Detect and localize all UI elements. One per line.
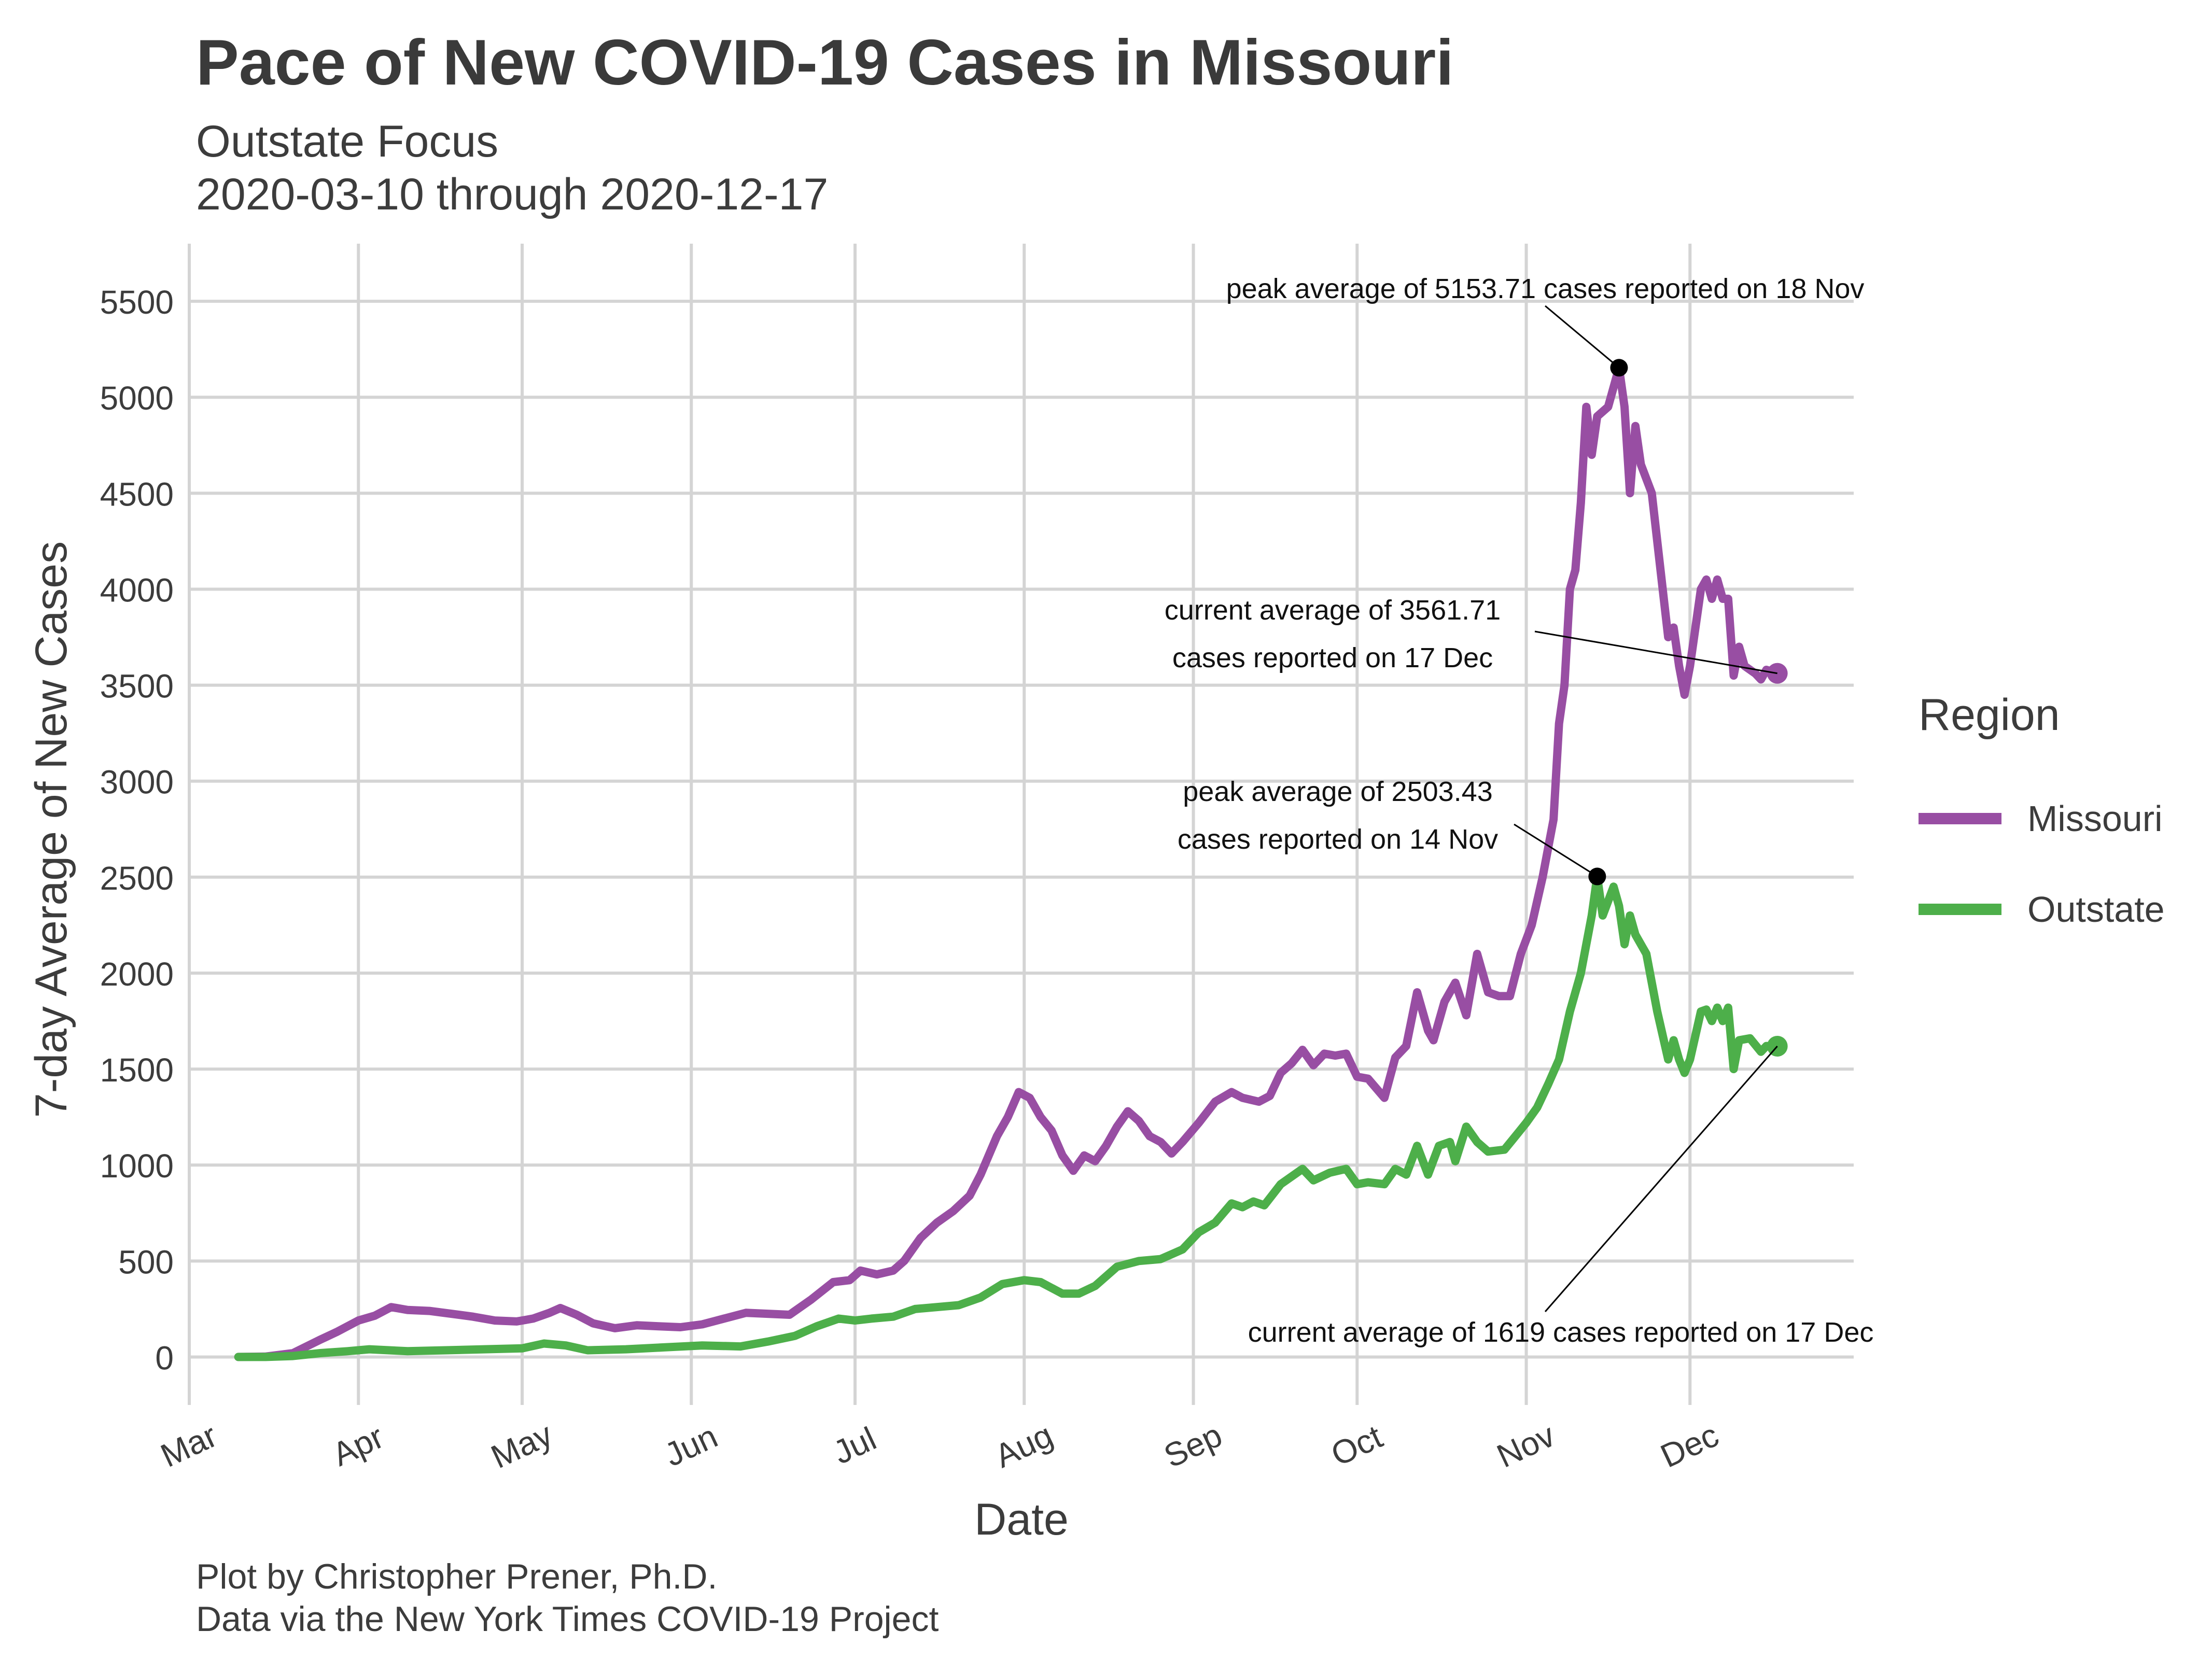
legend: Region Missouri Outstate <box>1919 690 2165 969</box>
subtitle-line-2: 2020-03-10 through 2020-12-17 <box>196 170 829 219</box>
y-tick-label-3500: 3500 <box>100 668 174 705</box>
subtitle-line-1: Outstate Focus <box>196 117 499 166</box>
annotation-leader-2 <box>1534 630 1777 674</box>
annotation-label-3-line-2: cases reported on 14 Nov <box>1178 824 1498 855</box>
x-axis-title: Date <box>974 1495 1069 1544</box>
legend-label-missouri: Missouri <box>2027 798 2163 839</box>
annotation-label-2-line-2: cases reported on 17 Dec <box>1172 642 1493 673</box>
y-tick-label-5500: 5500 <box>100 284 174 321</box>
series-line-missouri <box>234 363 1782 1361</box>
y-tick-label-4500: 4500 <box>100 475 174 513</box>
legend-label-outstate: Outstate <box>2027 889 2165 930</box>
annotation-marker-3 <box>1588 867 1606 885</box>
y-tick-label-1000: 1000 <box>100 1147 174 1185</box>
annotation-label-2-line-1: current average of 3561.71 <box>1165 595 1501 626</box>
x-tick-label-mar: Mar <box>155 1416 222 1474</box>
y-tick-label-1500: 1500 <box>100 1051 174 1089</box>
y-tick-label-0: 0 <box>155 1339 174 1376</box>
legend-item-missouri: Missouri <box>1919 788 2165 850</box>
x-tick-label-jun: Jun <box>659 1417 723 1474</box>
annotation-label-3-line-1: peak average of 2503.43 <box>1183 776 1492 807</box>
caption-line-1: Plot by Christopher Prener, Ph.D. <box>196 1557 718 1596</box>
legend-item-outstate: Outstate <box>1919 878 2165 940</box>
annotation-leader-4 <box>1544 1046 1778 1312</box>
x-tick-label-aug: Aug <box>989 1416 1059 1474</box>
y-tick-label-3000: 3000 <box>100 764 174 801</box>
x-tick-label-apr: Apr <box>327 1418 389 1473</box>
x-tick-label-jul: Jul <box>828 1419 882 1471</box>
legend-swatch-outstate <box>1919 904 2001 915</box>
annotation-label-4-line-1: current average of 1619 cases reported o… <box>1248 1317 1874 1348</box>
y-tick-label-2500: 2500 <box>100 860 174 897</box>
y-tick-label-4000: 4000 <box>100 571 174 609</box>
annotation-marker-1 <box>1610 359 1628 377</box>
y-tick-label-500: 500 <box>118 1243 174 1281</box>
annotation-leader-3 <box>1514 823 1598 877</box>
chart-title: Pace of New COVID-19 Cases in Missouri <box>196 27 1454 99</box>
series-line-outstate <box>234 872 1782 1361</box>
annotation-leader-1 <box>1545 305 1620 369</box>
y-tick-label-2000: 2000 <box>100 955 174 993</box>
y-axis-title: 7-day Average of New Cases <box>26 541 76 1118</box>
x-tick-label-oct: Oct <box>1325 1417 1388 1473</box>
x-tick-label-may: May <box>485 1415 558 1475</box>
legend-swatch-missouri <box>1919 813 2001 824</box>
legend-title: Region <box>1919 690 2060 740</box>
x-tick-label-sep: Sep <box>1158 1416 1228 1474</box>
x-tick-label-nov: Nov <box>1491 1416 1561 1475</box>
caption-line-2: Data via the New York Times COVID-19 Pro… <box>196 1599 939 1639</box>
annotation-label-1-line-1: peak average of 5153.71 cases reported o… <box>1226 273 1865 304</box>
chart-subtitle: Outstate Focus 2020-03-10 through 2020-1… <box>196 115 828 221</box>
y-tick-label-5000: 5000 <box>100 379 174 417</box>
x-tick-label-dec: Dec <box>1655 1416 1725 1475</box>
chart-caption: Plot by Christopher Prener, Ph.D. Data v… <box>196 1555 939 1640</box>
